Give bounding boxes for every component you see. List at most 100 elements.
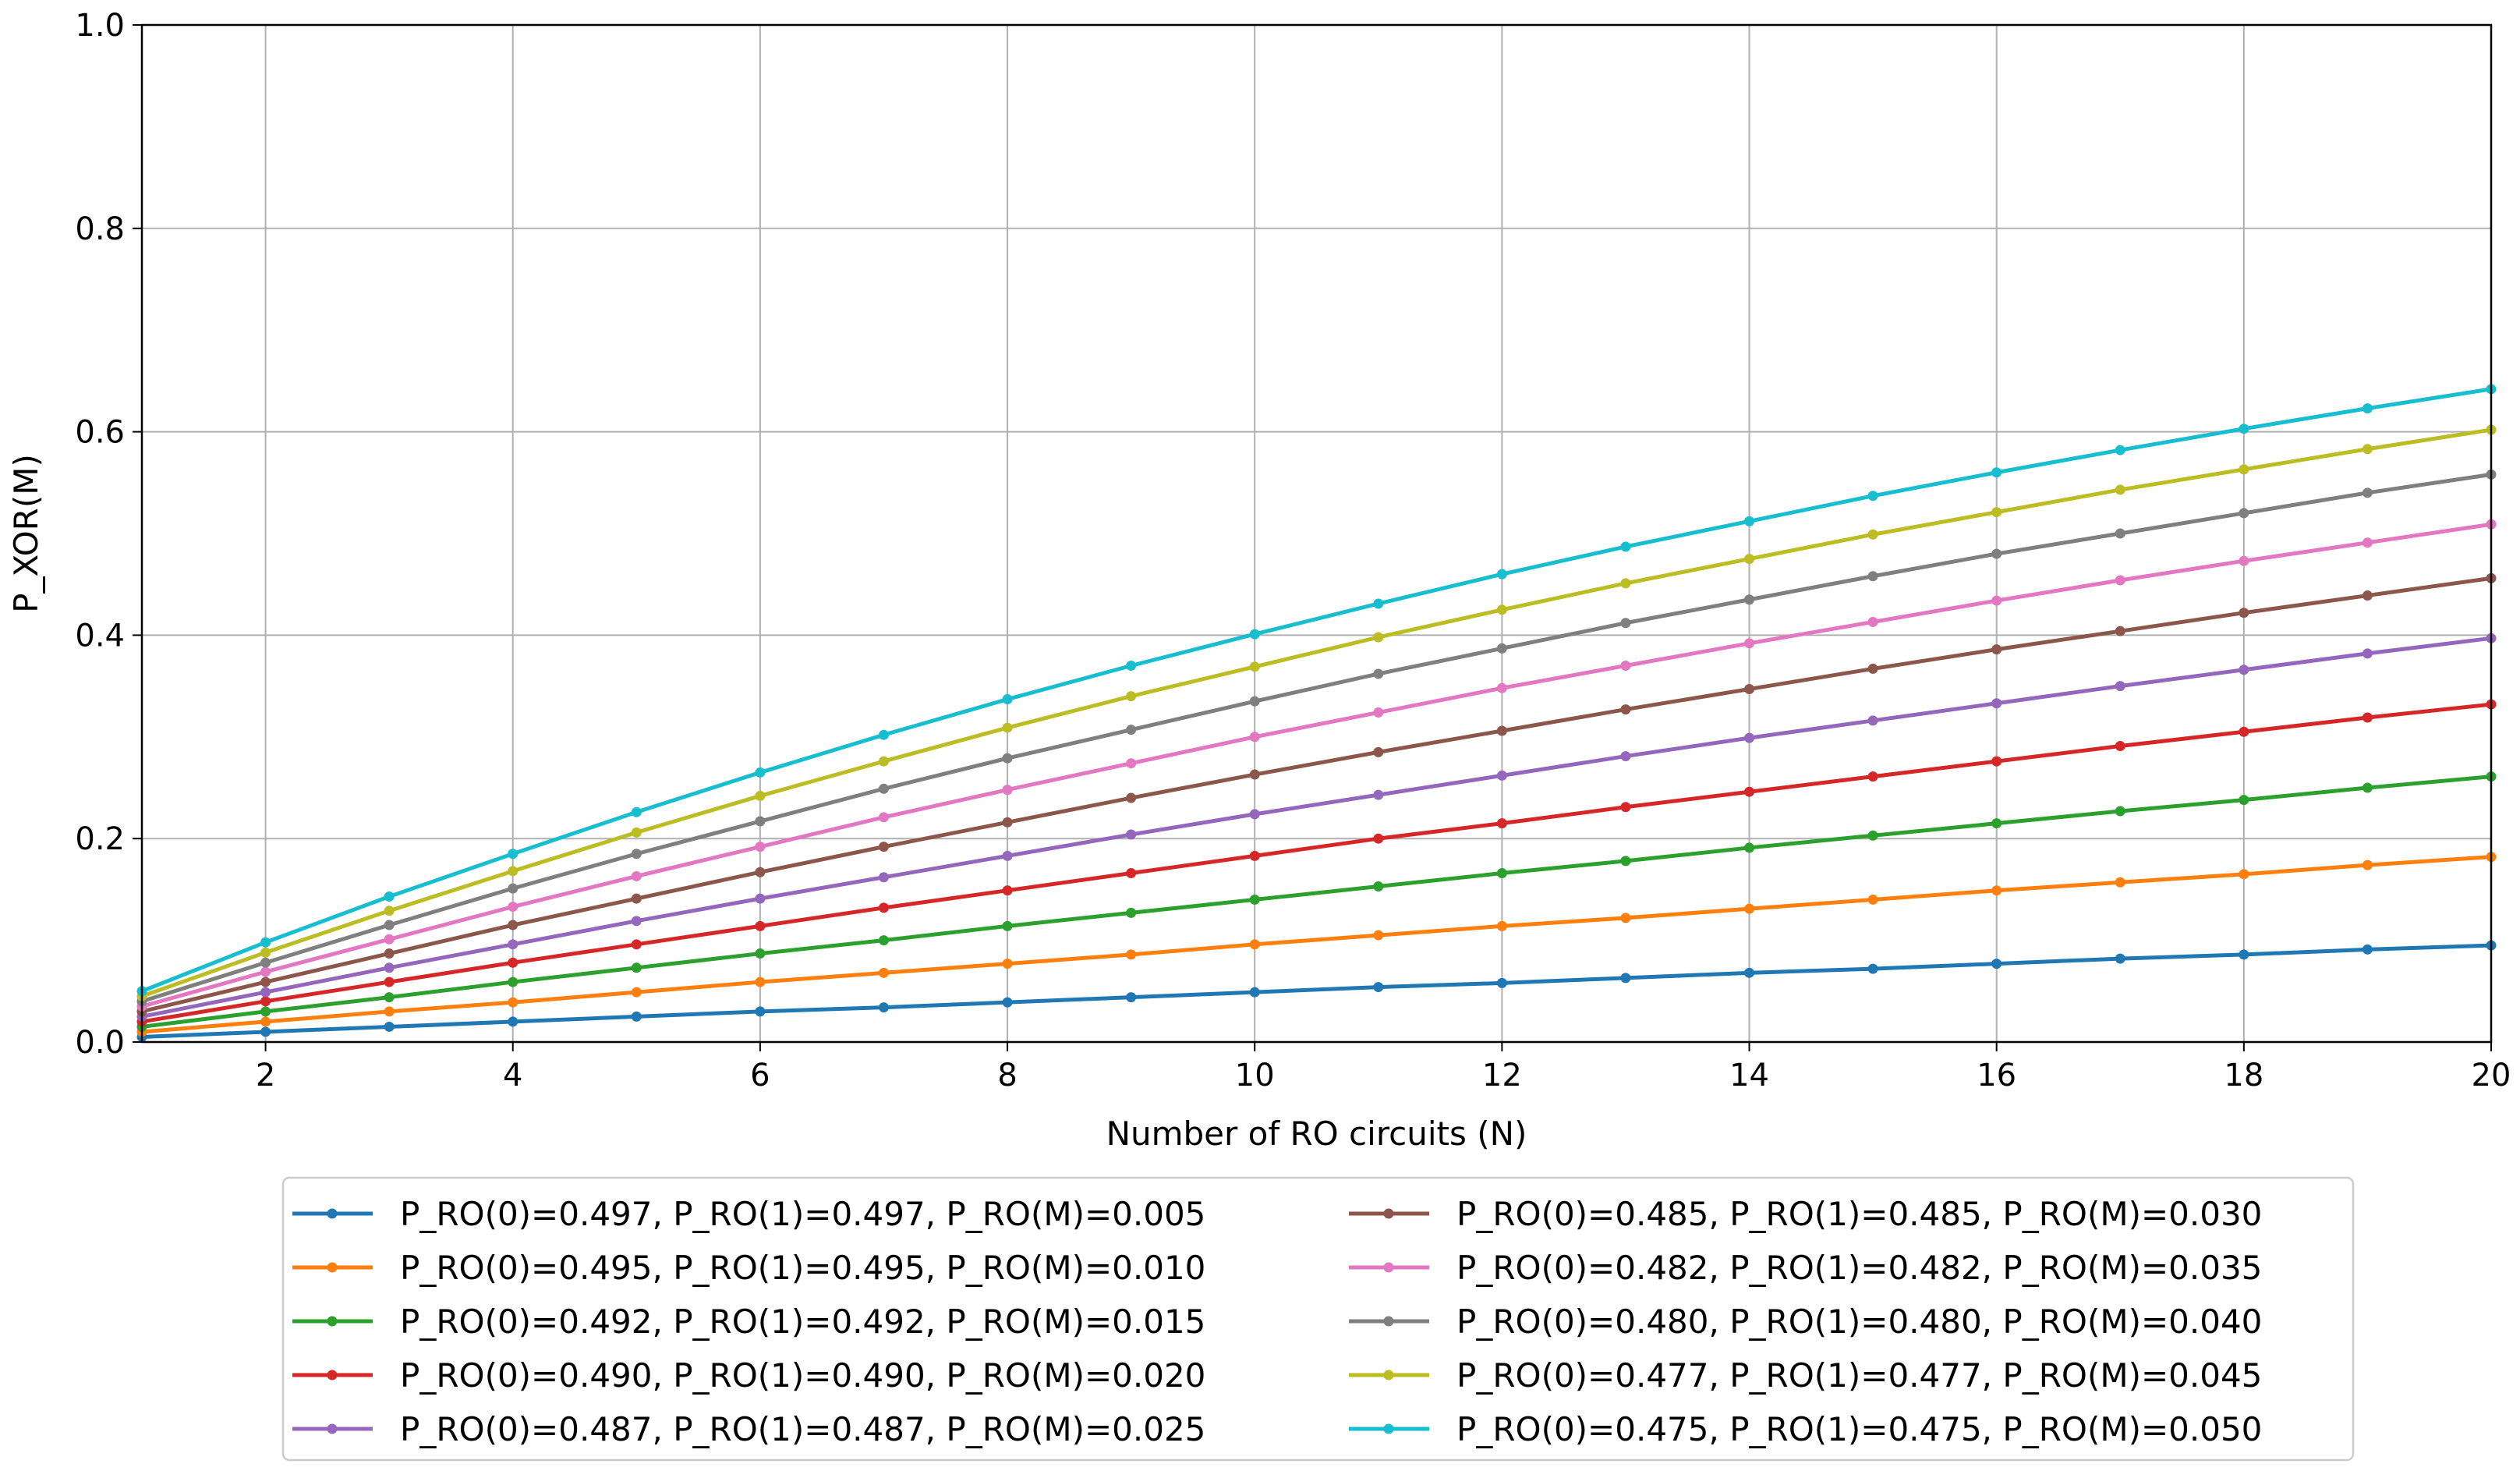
data-point — [508, 957, 519, 968]
legend-item: P_RO(0)=0.485, P_RO(1)=0.485, P_RO(M)=0.… — [1349, 1195, 2262, 1233]
data-point — [2115, 877, 2125, 888]
data-point — [1002, 753, 1013, 764]
legend-label: P_RO(0)=0.485, P_RO(1)=0.485, P_RO(M)=0.… — [1456, 1195, 2262, 1233]
data-point — [1991, 548, 2002, 559]
data-point — [1744, 638, 1755, 649]
data-point — [1373, 668, 1384, 679]
data-point — [2362, 944, 2373, 955]
data-point — [1991, 507, 2002, 518]
legend-item: P_RO(0)=0.480, P_RO(1)=0.480, P_RO(M)=0.… — [1349, 1303, 2262, 1341]
legend-frame — [281, 1176, 2355, 1462]
data-point — [1867, 571, 1878, 582]
data-point — [2239, 424, 2249, 434]
data-point — [1249, 894, 1260, 905]
data-point — [260, 976, 271, 987]
data-point — [1249, 769, 1260, 780]
series-line — [141, 943, 2492, 1039]
data-point — [878, 1002, 889, 1013]
data-point — [260, 996, 271, 1007]
series-6 — [136, 572, 2497, 1017]
data-point — [260, 957, 271, 968]
data-point — [260, 966, 271, 977]
data-point — [260, 1016, 271, 1027]
data-point — [1867, 715, 1878, 726]
data-point — [260, 937, 271, 948]
legend-label: P_RO(0)=0.475, P_RO(1)=0.475, P_RO(M)=0.… — [1456, 1410, 2262, 1448]
data-point — [1002, 785, 1013, 796]
series-line — [141, 855, 2492, 1034]
data-point — [1126, 725, 1137, 735]
legend-swatch-marker — [1383, 1370, 1394, 1381]
legend-label: P_RO(0)=0.495, P_RO(1)=0.495, P_RO(M)=0.… — [400, 1249, 1205, 1287]
legend-swatch-marker — [327, 1423, 338, 1434]
data-point — [2362, 487, 2373, 498]
data-point — [755, 790, 766, 801]
plot-frame — [140, 23, 2493, 1044]
data-point — [1126, 792, 1137, 803]
data-point — [1744, 842, 1755, 853]
y-tick-label: 0.2 — [75, 821, 125, 857]
legend-label: P_RO(0)=0.480, P_RO(1)=0.480, P_RO(M)=0.… — [1456, 1303, 2262, 1341]
legend-swatch-marker — [327, 1316, 338, 1327]
data-point — [2115, 681, 2125, 692]
data-point — [1249, 696, 1260, 707]
y-tick-label: 0.4 — [75, 618, 125, 654]
axis-ticks: 2 4 6 8 10 12 14 16 18 20 0.0 0.2 0.4 0.6 0.8 1.0 — [75, 8, 2511, 1093]
data-point — [1991, 698, 2002, 709]
data-point — [508, 902, 519, 913]
legend-item: P_RO(0)=0.482, P_RO(1)=0.482, P_RO(M)=0.… — [1349, 1249, 2262, 1287]
data-point — [1496, 725, 1507, 736]
data-point — [631, 939, 642, 950]
data-point — [878, 729, 889, 740]
data-point — [1991, 595, 2002, 606]
data-point — [1867, 830, 1878, 841]
data-point — [1496, 604, 1507, 615]
data-point — [631, 827, 642, 838]
data-point — [631, 806, 642, 817]
data-point — [384, 976, 395, 987]
data-point — [1002, 694, 1013, 705]
data-point — [2239, 508, 2249, 519]
series-layer — [136, 384, 2497, 1042]
data-point — [1620, 704, 1631, 715]
data-point — [1126, 661, 1137, 672]
data-point — [1620, 802, 1631, 813]
data-point — [1496, 643, 1507, 654]
data-point — [1991, 756, 2002, 767]
x-tick-label: 16 — [1977, 1058, 2016, 1093]
data-point — [260, 947, 271, 958]
data-point — [1496, 868, 1507, 879]
legend-swatch-marker — [1383, 1316, 1394, 1327]
x-tick-label: 8 — [997, 1058, 1017, 1093]
x-axis-label: Number of RO circuits (N) — [1106, 1115, 1527, 1153]
data-point — [1991, 885, 2002, 896]
legend-label: P_RO(0)=0.492, P_RO(1)=0.492, P_RO(M)=0.… — [400, 1303, 1205, 1341]
data-point — [508, 920, 519, 930]
x-tick-label: 6 — [750, 1058, 770, 1093]
data-point — [1002, 817, 1013, 828]
data-point — [1620, 578, 1631, 589]
data-point — [1867, 491, 1878, 502]
data-point — [1496, 682, 1507, 693]
data-point — [384, 891, 395, 902]
data-point — [1744, 594, 1755, 605]
data-point — [1867, 529, 1878, 540]
data-point — [1126, 949, 1137, 960]
legend-item: P_RO(0)=0.475, P_RO(1)=0.475, P_RO(M)=0.… — [1349, 1410, 2262, 1448]
legend: P_RO(0)=0.497, P_RO(1)=0.497, P_RO(M)=0.… — [281, 1176, 2355, 1462]
data-point — [1249, 987, 1260, 998]
data-point — [2239, 949, 2249, 960]
data-point — [1126, 758, 1137, 769]
legend-item: P_RO(0)=0.477, P_RO(1)=0.477, P_RO(M)=0.… — [1349, 1356, 2262, 1395]
series-line — [141, 702, 2492, 1024]
data-point — [631, 849, 642, 860]
data-point — [508, 997, 519, 1008]
data-point — [1620, 856, 1631, 867]
data-point — [1126, 868, 1137, 879]
data-point — [755, 920, 766, 931]
legend-item: P_RO(0)=0.490, P_RO(1)=0.490, P_RO(M)=0.… — [292, 1356, 1205, 1395]
data-point — [2115, 806, 2125, 817]
legend-label: P_RO(0)=0.482, P_RO(1)=0.482, P_RO(M)=0.… — [1456, 1249, 2262, 1287]
data-point — [1373, 930, 1384, 941]
data-point — [2239, 795, 2249, 806]
